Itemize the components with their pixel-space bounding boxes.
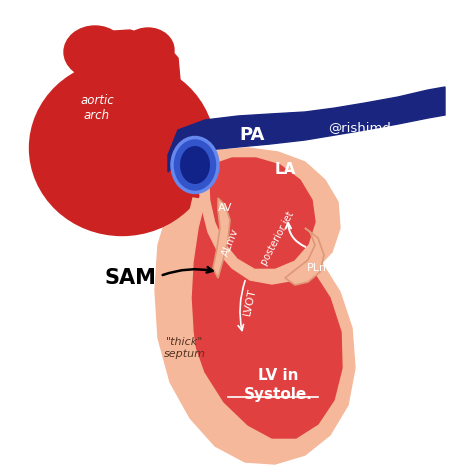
Text: PA: PA	[239, 126, 264, 144]
Polygon shape	[210, 158, 315, 268]
Text: SAM: SAM	[105, 268, 157, 288]
Text: @rishimd: @rishimd	[328, 121, 392, 135]
Polygon shape	[168, 87, 445, 172]
Polygon shape	[213, 198, 230, 278]
Polygon shape	[179, 198, 215, 420]
Ellipse shape	[122, 28, 174, 72]
Text: LVOT: LVOT	[242, 287, 258, 317]
Text: ALmv: ALmv	[221, 227, 241, 257]
Polygon shape	[155, 175, 355, 464]
Polygon shape	[68, 30, 180, 80]
Text: PLmv: PLmv	[307, 263, 337, 273]
Ellipse shape	[64, 26, 126, 78]
Ellipse shape	[172, 137, 218, 192]
Text: LV in
Systole.: LV in Systole.	[244, 368, 312, 402]
Ellipse shape	[180, 146, 210, 184]
Text: posterior jet: posterior jet	[260, 210, 296, 266]
Polygon shape	[285, 228, 324, 285]
Text: AV: AV	[218, 203, 233, 213]
Ellipse shape	[29, 61, 215, 236]
Text: aortic
arch: aortic arch	[80, 94, 114, 122]
Polygon shape	[187, 195, 342, 438]
Text: LA: LA	[274, 163, 296, 177]
Text: "thick"
septum: "thick" septum	[164, 337, 206, 359]
Polygon shape	[198, 148, 340, 284]
